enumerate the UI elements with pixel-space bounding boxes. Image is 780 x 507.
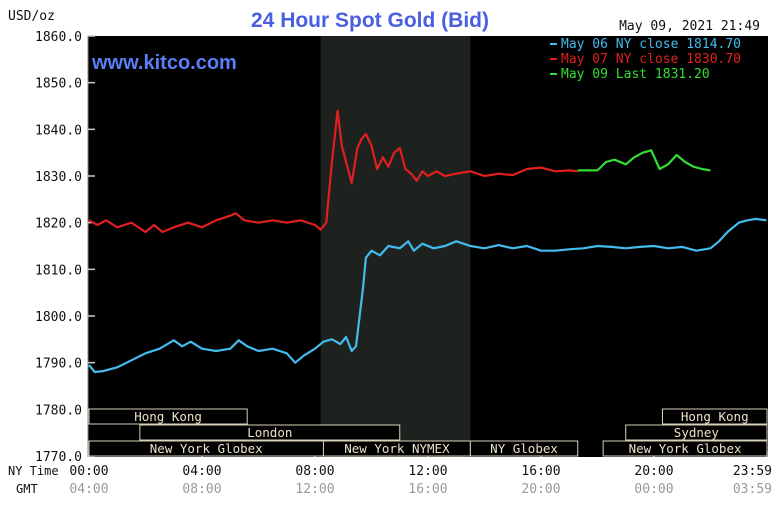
y-tick-label: 1840.0 bbox=[35, 123, 82, 138]
market-bar bbox=[625, 424, 768, 441]
y-axis-ticks: 1770.0 1780.0 1790.0 1800.0 1810.0 1820.0 1830… bbox=[35, 30, 95, 465]
x-axis-ticks: 00:00 04:00 04:00 08:00 08:00 12:00 12:00 16:00… bbox=[69, 451, 772, 497]
y-tick-label: 1820.0 bbox=[35, 217, 82, 232]
market-bar-label: Hong Kong bbox=[681, 409, 749, 424]
legend-entry: May 06 NY close 1814.70 bbox=[561, 37, 741, 52]
chart-timestamp: May 09, 2021 21:49 bbox=[619, 19, 760, 34]
market-bar bbox=[602, 440, 768, 457]
market-bar bbox=[139, 424, 401, 441]
market-bar-label: Sydney bbox=[674, 425, 720, 440]
y-tick-label: 1800.0 bbox=[35, 310, 82, 325]
market-bar-label: Hong Kong bbox=[134, 409, 202, 424]
y-tick-label: 1850.0 bbox=[35, 77, 82, 92]
site-watermark: www.kitco.com bbox=[91, 52, 237, 74]
ny-time-label: NY Time bbox=[8, 464, 59, 478]
market-bar bbox=[88, 408, 248, 425]
x-tick-label-ny: 16:00 bbox=[521, 464, 560, 479]
y-tick-label: 1830.0 bbox=[35, 170, 82, 185]
market-bar-label: New York NYMEX bbox=[344, 441, 450, 456]
x-tick-label-gmt: 00:00 bbox=[634, 482, 673, 497]
x-tick-label-gmt: 08:00 bbox=[182, 482, 221, 497]
market-bar-label: New York Globex bbox=[629, 441, 742, 456]
market-bar-label: NY Globex bbox=[490, 441, 558, 456]
x-tick-label-ny: 20:00 bbox=[634, 464, 673, 479]
market-bar bbox=[661, 408, 768, 425]
x-tick-label-gmt: 16:00 bbox=[408, 482, 447, 497]
market-bar-label: London bbox=[247, 425, 292, 440]
x-tick-label-ny: 08:00 bbox=[295, 464, 334, 479]
y-tick-label: 1810.0 bbox=[35, 263, 82, 278]
legend-entry: May 09 Last 1831.20 bbox=[561, 67, 710, 82]
x-tick-label-ny: 00:00 bbox=[69, 464, 108, 479]
legend-entry: May 07 NY close 1830.70 bbox=[561, 52, 741, 67]
y-axis-unit: USD/oz bbox=[8, 9, 55, 24]
x-tick-label-ny: 23:59 bbox=[733, 464, 772, 479]
x-tick-label-gmt: 20:00 bbox=[521, 482, 560, 497]
chart-title: 24 Hour Spot Gold (Bid) bbox=[251, 9, 489, 32]
y-tick-label: 1790.0 bbox=[35, 357, 82, 372]
y-tick-label: 1770.0 bbox=[35, 450, 82, 465]
x-tick-label-ny: 04:00 bbox=[182, 464, 221, 479]
x-tick-label-ny: 12:00 bbox=[408, 464, 447, 479]
market-bar bbox=[469, 440, 579, 457]
series-line-3 bbox=[577, 149, 711, 172]
series-line-1 bbox=[88, 217, 767, 374]
x-tick-label-gmt: 04:00 bbox=[69, 482, 108, 497]
x-tick-label-gmt: 12:00 bbox=[295, 482, 334, 497]
y-tick-label: 1860.0 bbox=[35, 30, 82, 45]
market-bar-label: New York Globex bbox=[150, 441, 263, 456]
gmt-label: GMT bbox=[16, 482, 38, 496]
y-tick-label: 1780.0 bbox=[35, 403, 82, 418]
price-series bbox=[88, 109, 767, 374]
series-line-2 bbox=[88, 109, 578, 234]
x-tick-label-gmt: 03:59 bbox=[733, 482, 772, 497]
